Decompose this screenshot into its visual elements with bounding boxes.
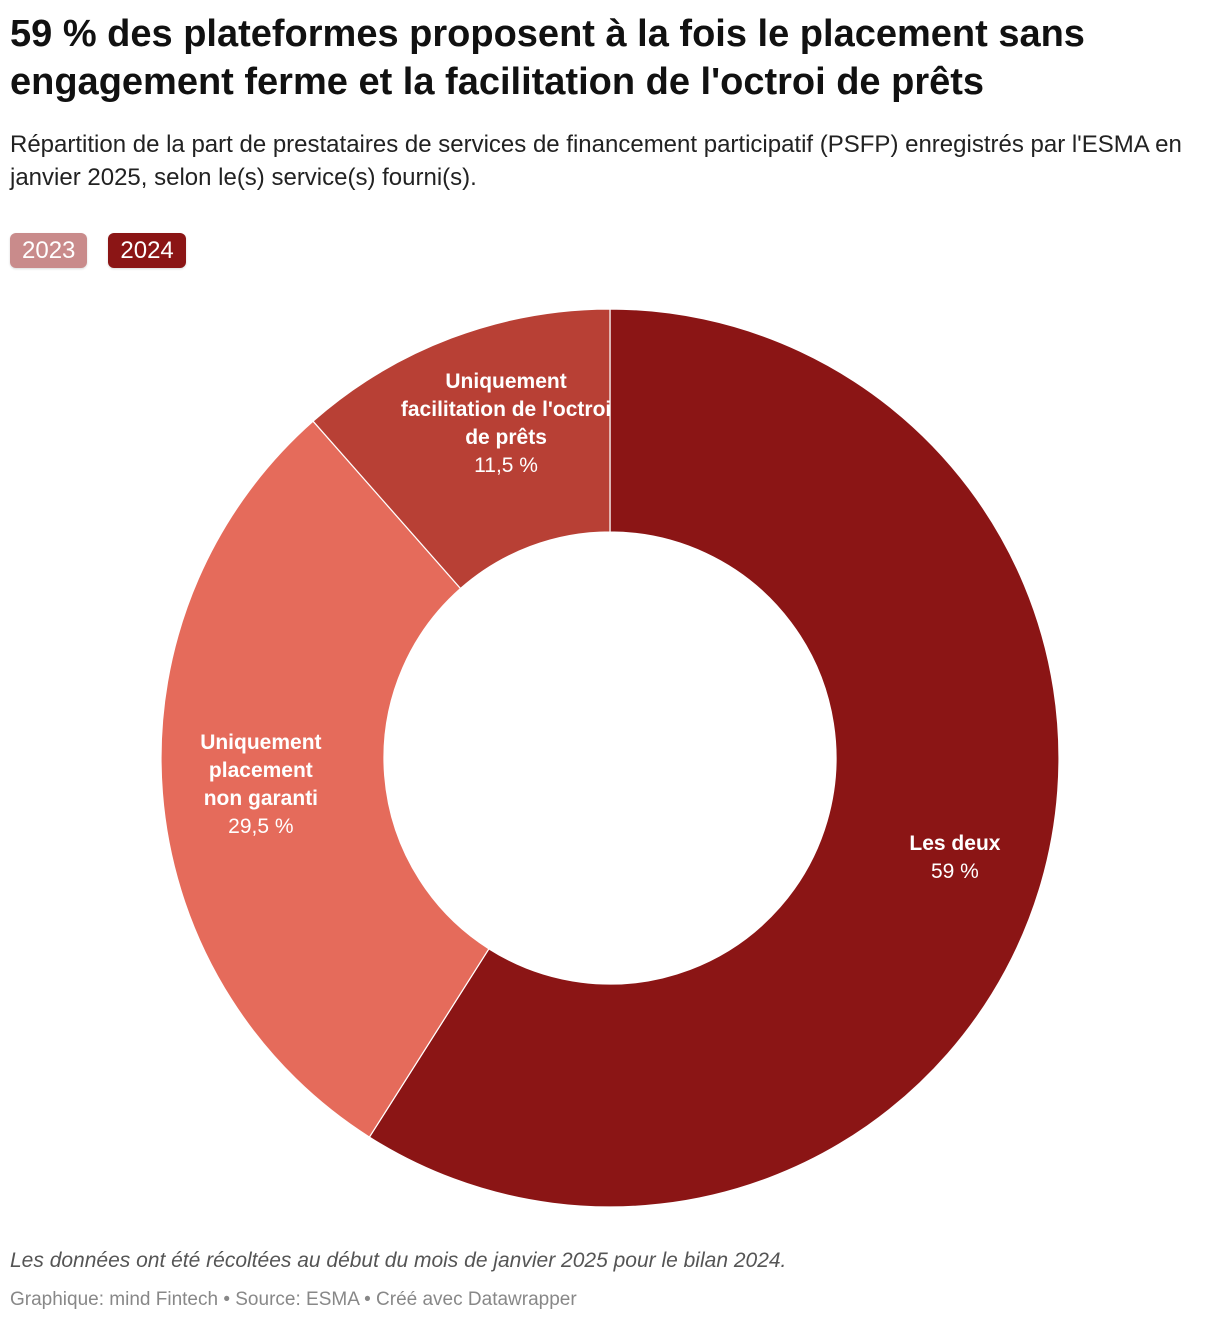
- chart-subtitle: Répartition de la part de prestataires d…: [10, 131, 1182, 191]
- chart-title: 59 % des plateformes proposent à la fois…: [10, 13, 1085, 103]
- donut-slice-2[interactable]: [160, 420, 490, 1138]
- slice-label-3: Uniquement facilitation de l'octroi de prê…: [401, 368, 611, 480]
- slice-value: 29,5 %: [228, 815, 294, 839]
- tab-2024[interactable]: 2024: [108, 233, 186, 268]
- donut-slice-3[interactable]: [312, 308, 611, 590]
- chart-notes: Les données ont été récoltées au début d…: [10, 1249, 787, 1272]
- donut-chart-svg: [160, 308, 1060, 1208]
- slice-name-line: de prêts: [465, 425, 547, 449]
- slice-name-line: non garanti: [203, 787, 319, 811]
- slice-label-2: Uniquement placement non garanti 29,5 %: [200, 729, 321, 841]
- slice-name-line: facilitation de l'octroi: [400, 397, 612, 421]
- year-tabs: 2023 2024: [10, 233, 186, 268]
- slice-name-line: placement: [208, 759, 313, 783]
- donut-slice-1[interactable]: [368, 308, 1060, 1208]
- slice-value: 59 %: [930, 860, 979, 884]
- slice-value: 11,5 %: [474, 453, 538, 477]
- tab-2023[interactable]: 2023: [10, 233, 88, 268]
- slice-name-line: Les deux: [909, 832, 1001, 856]
- slice-name-line: Uniquement: [445, 369, 567, 393]
- chart-credit: Graphique: mind Fintech • Source: ESMA •…: [10, 1289, 577, 1310]
- slice-name-line: Uniquement: [200, 731, 322, 755]
- donut-chart: Les deux 59 % Uniquement placement non garan…: [0, 290, 1220, 1230]
- slice-label-1: Les deux 59 %: [909, 830, 1000, 886]
